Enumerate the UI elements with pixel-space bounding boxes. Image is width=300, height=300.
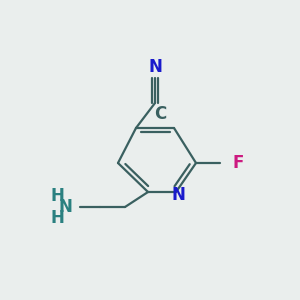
Text: F: F <box>232 154 243 172</box>
Text: N: N <box>58 198 72 216</box>
Text: H: H <box>50 209 64 227</box>
Text: N: N <box>171 186 185 204</box>
Text: C: C <box>154 105 166 123</box>
Text: H: H <box>50 187 64 205</box>
Text: N: N <box>148 58 162 76</box>
